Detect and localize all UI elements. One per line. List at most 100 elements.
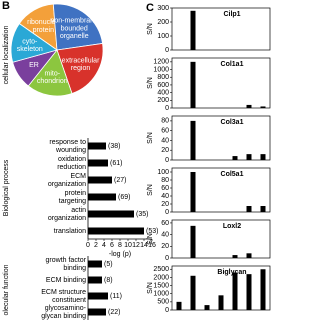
y-tick-label: 1000	[153, 66, 169, 73]
y-tick-label: ECM binding	[46, 277, 86, 284]
slice-label: ER	[29, 62, 39, 69]
bar	[260, 206, 266, 212]
bar	[246, 154, 252, 160]
chart-title: Cilp1	[223, 11, 240, 18]
bar	[190, 120, 196, 160]
x-tick-label: 12	[132, 242, 140, 249]
y-tick-label: 0	[165, 209, 169, 216]
chart-title: Biglycan	[217, 269, 246, 276]
bar	[232, 272, 238, 310]
y-tick-label: oxidation reduction	[57, 156, 86, 171]
slice-label: mito-chondrion	[37, 70, 68, 85]
y-tick-label: 100	[157, 169, 169, 176]
bar	[190, 10, 196, 51]
y-tick-label: 80	[161, 118, 169, 125]
bar	[246, 104, 252, 108]
chart-title: Col1a1	[221, 61, 244, 68]
panel-label: B	[2, 0, 10, 12]
y-tick-label: 800	[157, 74, 169, 81]
y-tick-label: 2000	[153, 274, 169, 281]
slice-label: extracellular region	[62, 57, 100, 72]
bar	[260, 269, 266, 310]
panel-label: C	[146, 2, 154, 14]
y-tick-label: 0	[165, 255, 169, 262]
y-tick-label: 300	[157, 5, 169, 12]
bar	[88, 308, 106, 316]
x-tick-label: 10	[124, 242, 132, 249]
bar	[88, 193, 116, 201]
plot-frame	[171, 57, 271, 109]
chart-title: Loxl2	[223, 223, 241, 230]
pie-slice	[10, 23, 58, 63]
y-tick-label: 0	[165, 47, 169, 54]
bar	[88, 227, 144, 235]
y-axis-label: S/N	[147, 132, 154, 144]
bar	[204, 305, 210, 310]
annotation: (27)	[114, 177, 126, 184]
bar	[246, 274, 252, 310]
x-axis-label: -log (p)	[109, 251, 131, 258]
bar	[190, 275, 196, 310]
y-tick-label: 200	[157, 97, 169, 104]
y-tick-label: growth factor binding	[46, 257, 87, 272]
annotation: (38)	[108, 143, 120, 150]
x-tick-label: 0	[86, 242, 90, 249]
x-tick-label: 8	[118, 242, 122, 249]
y-tick-label: 400	[157, 89, 169, 96]
annotation: (35)	[136, 211, 148, 218]
annotation: (61)	[110, 160, 122, 167]
y-tick-label: 1500	[153, 282, 169, 289]
bar	[246, 253, 252, 258]
y-axis-label: Biological process	[3, 159, 10, 216]
y-tick-label: 60	[161, 185, 169, 192]
y-tick-label: 500	[157, 299, 169, 306]
y-axis-label: olecular function	[3, 264, 10, 315]
x-tick-label: 4	[102, 242, 106, 249]
y-tick-label: ECM organization	[48, 173, 86, 188]
plot-frame	[171, 167, 271, 213]
y-tick-label: 0	[165, 105, 169, 112]
y-tick-label: 0	[165, 157, 169, 164]
bar	[190, 172, 196, 212]
x-tick-label: 14	[140, 242, 148, 249]
bar	[218, 295, 224, 310]
bar	[190, 61, 196, 108]
y-tick-label: 1200	[153, 59, 169, 66]
y-tick-label: actin organization	[48, 207, 86, 222]
x-tick-label: 6	[110, 242, 114, 249]
chart-title: Col3a1	[221, 119, 244, 126]
annotation: (8)	[104, 277, 113, 284]
y-tick-label: 60	[161, 128, 169, 135]
bar	[88, 276, 102, 284]
pie-slice	[27, 49, 73, 97]
y-tick-label: 40	[161, 193, 169, 200]
x-tick-label: 2	[94, 242, 98, 249]
chart-title: Col5a1	[221, 171, 244, 178]
y-tick-label: 40	[161, 137, 169, 144]
y-tick-label: 1000	[153, 291, 169, 298]
y-tick-label: protein targeting	[59, 190, 86, 205]
y-tick-label: ECM structure constituent	[41, 289, 86, 304]
plot-frame	[171, 115, 271, 161]
bar	[88, 210, 134, 218]
pie-slice	[56, 42, 104, 95]
y-tick-label: 200	[157, 19, 169, 26]
y-tick-label: 2500	[153, 266, 169, 273]
y-axis-label: S/N	[147, 23, 154, 35]
bar	[232, 255, 238, 258]
y-tick-label: 0	[165, 307, 169, 314]
bar	[246, 206, 252, 212]
x-tick-label: 16	[148, 242, 156, 249]
annotation: (22)	[108, 309, 120, 316]
bar	[88, 292, 108, 300]
bar	[88, 260, 102, 268]
y-tick-label: 20	[161, 243, 169, 250]
bar	[190, 225, 196, 258]
bar	[88, 176, 112, 184]
annotation: (53)	[146, 228, 158, 235]
pie-slice	[52, 3, 103, 51]
bar	[260, 154, 266, 160]
y-axis-label: cellular localization	[3, 26, 10, 85]
